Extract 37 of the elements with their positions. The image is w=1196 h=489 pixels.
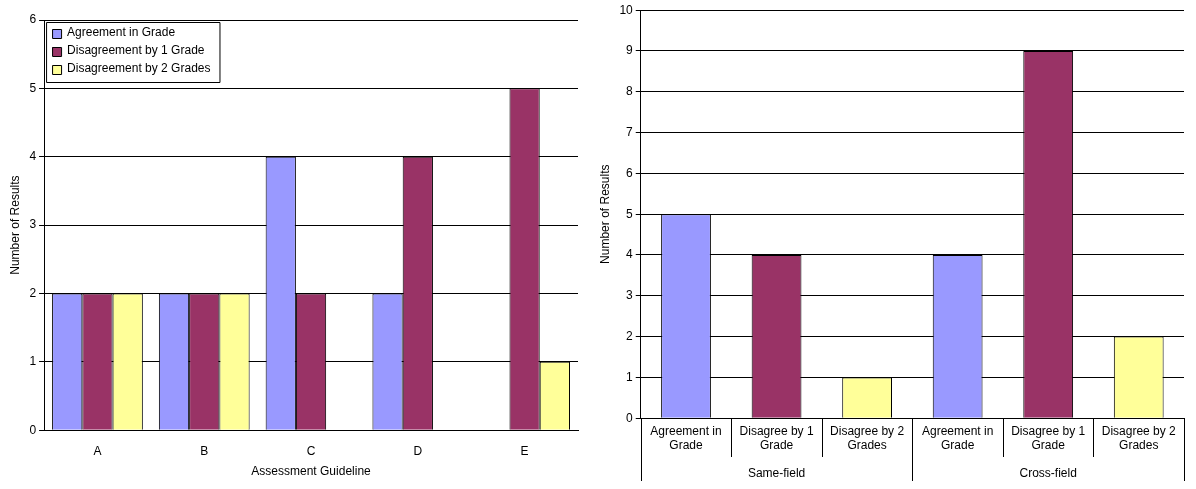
x-tick-label: Agreement in Grade <box>650 423 722 453</box>
legend-label: Disagreement by 1 Grade <box>67 43 205 58</box>
x-tick-label: E <box>520 443 529 458</box>
y-tick-label: 0 <box>626 410 634 425</box>
y-axis-title: Number of Results <box>7 175 22 275</box>
y-tick-label: 7 <box>626 124 634 139</box>
legend-label: Agreement in Grade <box>67 25 176 40</box>
y-tick-label: 10 <box>619 2 634 17</box>
y-tick-label: 9 <box>626 43 634 58</box>
text: Same-field <box>747 466 806 480</box>
y-tick-label: 8 <box>626 84 634 99</box>
y-tick-label: 4 <box>626 247 634 262</box>
y-tick-label: 5 <box>29 80 37 95</box>
y-tick-label: 6 <box>626 165 634 180</box>
x-tick-label: C <box>306 443 316 458</box>
y-tick-label: 5 <box>626 206 634 221</box>
x-tick-label: D <box>413 443 423 458</box>
x-tick-label: Disagree by 2 Grades <box>830 423 905 453</box>
y-tick-label: 6 <box>29 12 37 27</box>
text: Cross-field <box>1019 466 1077 480</box>
x-tick-label: Disagree by 1 Grade <box>739 423 814 453</box>
y-tick-label: 0 <box>29 422 37 437</box>
x-tick-label: Agreement in Grade <box>921 423 994 453</box>
y-tick-label: 3 <box>29 217 37 232</box>
x-tick-label: Disagree by 1 Grade <box>1011 423 1086 453</box>
x-axis-title: Assessment Guideline <box>251 464 372 479</box>
x-tick-label: A <box>93 443 102 458</box>
y-tick-label: 2 <box>29 285 37 300</box>
legend-label: Disagreement by 2 Grades <box>67 61 211 76</box>
y-tick-label: 2 <box>626 328 634 343</box>
x-tick-label: Disagree by 2 Grades <box>1101 423 1177 453</box>
y-tick-label: 1 <box>29 354 37 369</box>
y-tick-label: 1 <box>626 369 634 384</box>
y-tick-label: 4 <box>29 149 37 164</box>
y-tick-label: 3 <box>626 288 634 303</box>
y-axis-title: Number of Results <box>597 164 612 264</box>
x-tick-label: B <box>200 443 209 458</box>
